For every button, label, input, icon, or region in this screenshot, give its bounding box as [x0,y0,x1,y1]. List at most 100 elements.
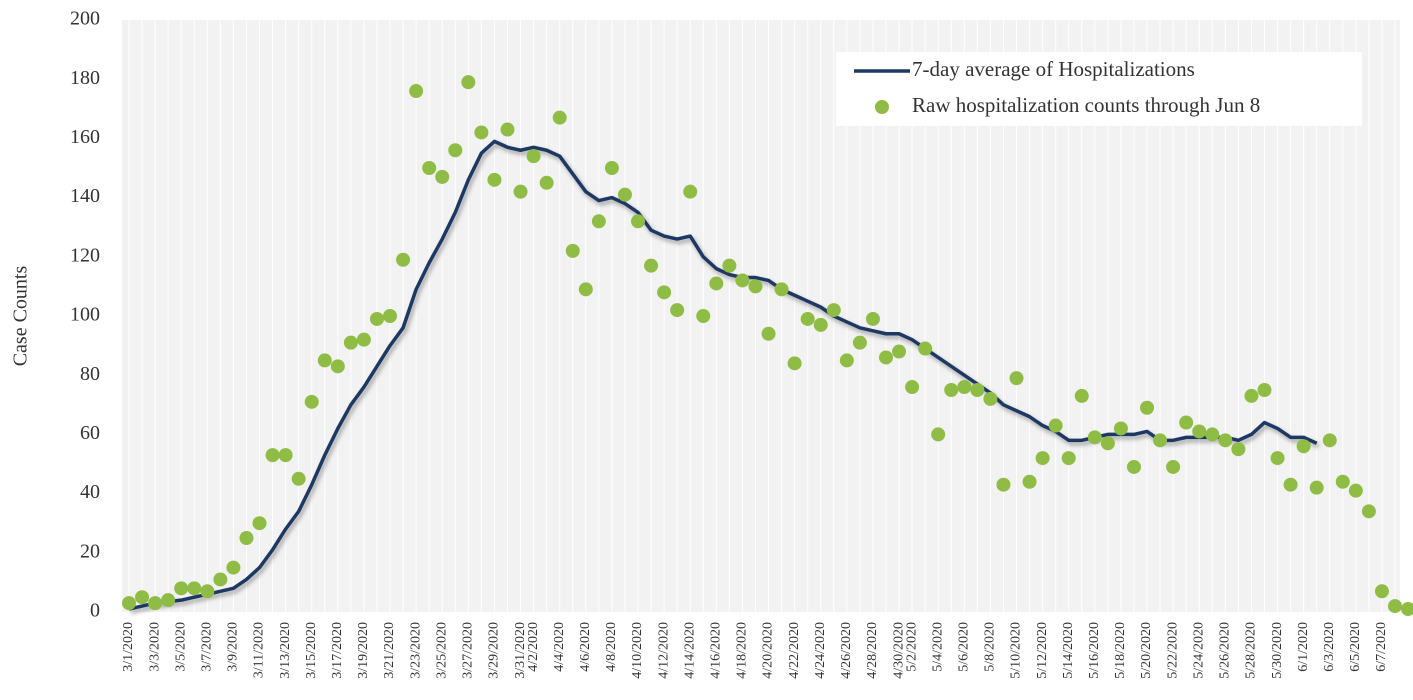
y-tick-label: 140 [70,185,100,207]
point [892,344,907,359]
y-tick-label: 0 [90,600,100,622]
point [461,75,476,90]
x-tick-label: 6/7/2020 [1374,622,1389,672]
point [435,169,450,184]
x-tick-label: 4/16/2020 [709,622,724,679]
y-tick-label: 120 [70,244,100,266]
point [1166,459,1181,474]
x-tick-label: 3/3/2020 [147,622,162,672]
point [448,143,463,158]
x-tick-label: 4/4/2020 [552,622,567,672]
point [1048,418,1063,433]
x-tick-label: 4/20/2020 [761,622,776,679]
x-tick-label: 4/28/2020 [865,622,880,679]
legend-label: 7-day average of Hospitalizations [912,57,1195,81]
x-tick-label: 3/29/2020 [487,622,502,679]
point [1087,430,1102,445]
y-axis-label: Case Counts [10,266,32,367]
y-tick-label: 60 [80,422,100,444]
point [839,353,854,368]
point [1283,477,1298,492]
x-tick-label: 3/1/2020 [121,622,136,672]
x-tick-label: 3/17/2020 [330,622,345,679]
point [1322,433,1337,448]
x-tick-label: 5/30/2020 [1270,622,1285,679]
point [774,282,789,297]
x-tick-label: 5/16/2020 [1087,622,1102,679]
point [800,311,815,326]
point [304,394,319,409]
x-tick-label: 4/6/2020 [578,622,593,672]
x-tick-label: 5/4/2020 [930,622,945,672]
point [1388,599,1402,614]
point [1205,427,1220,442]
x-tick-label: 4/2/2020 [526,622,541,672]
legend-swatch [875,100,889,114]
point [604,161,619,175]
point [474,125,489,140]
x-tick-label: 3/9/2020 [226,622,241,672]
point [1126,459,1141,474]
x-tick-label: 5/10/2020 [1009,622,1024,679]
legend-label: Raw hospitalization counts through Jun 8 [912,93,1260,117]
point [135,590,150,605]
y-tick-label: 200 [70,8,100,30]
point [526,149,541,164]
point [1231,442,1246,457]
point [591,214,606,229]
point [944,383,959,397]
point [748,279,763,294]
point [787,356,802,371]
point [552,110,567,125]
point [1361,504,1376,519]
legend-box [836,52,1362,126]
point [1270,451,1285,466]
point [657,285,672,300]
point [1309,480,1324,495]
y-tick-label: 160 [70,126,100,148]
point [918,341,933,356]
point [369,311,384,326]
x-tick-label: 3/31/2020 [513,622,528,679]
x-tick-label: 3/15/2020 [304,622,319,679]
point [957,380,972,395]
point [1218,433,1233,448]
x-tick-label: 3/13/2020 [278,622,293,679]
point [1257,383,1272,397]
x-tick-label: 3/19/2020 [356,622,371,679]
point [539,175,554,190]
point [265,448,280,463]
x-tick-label: 5/6/2020 [957,622,972,672]
point [578,282,593,297]
point [513,184,528,199]
point [1140,400,1155,415]
point [317,353,332,368]
x-tick-label: 4/26/2020 [839,622,854,679]
point [200,584,215,599]
point [1022,474,1037,489]
point [343,335,358,350]
point [1035,451,1050,466]
y-tick-label: 100 [70,304,100,326]
point [252,516,267,531]
point [1192,424,1207,439]
point [213,572,228,587]
x-tick-label: 5/28/2020 [1244,622,1259,679]
x-tick-label: 5/22/2020 [1165,622,1180,679]
y-tick-label: 20 [80,540,100,562]
x-tick-label: 3/11/2020 [252,622,267,678]
x-tick-label: 5/24/2020 [1191,622,1206,679]
point [931,427,946,442]
point [226,560,241,575]
point [148,596,163,611]
x-tick-label: 4/14/2020 [682,622,697,679]
point [709,276,724,291]
x-tick-label: 5/18/2020 [1113,622,1128,679]
point [1100,436,1115,451]
x-tick-label: 6/1/2020 [1296,622,1311,672]
point [383,309,398,323]
point [631,214,646,229]
point [826,303,841,318]
x-tick-label: 3/23/2020 [408,622,423,679]
x-tick-label: 4/18/2020 [735,622,750,679]
